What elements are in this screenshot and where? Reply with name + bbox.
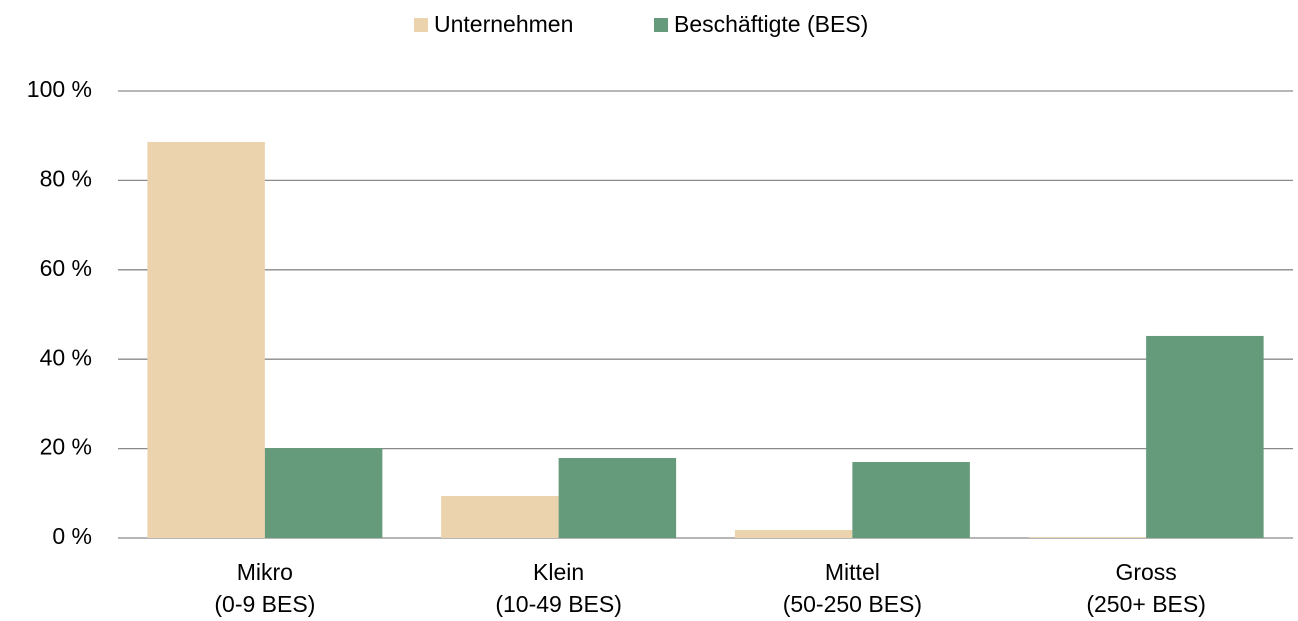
bar (264, 448, 383, 538)
bar (1028, 537, 1147, 538)
legend-swatch (654, 18, 668, 32)
y-tick-label: 60 % (40, 255, 92, 281)
x-tick-label-line: (50-250 BES) (783, 591, 922, 617)
x-tick-label-line: (0-9 BES) (214, 591, 315, 617)
x-tick-label-line: (10-49 BES) (495, 591, 622, 617)
y-tick-label: 0 % (52, 523, 92, 549)
x-tick-label: Mikro (0-9 BES) (214, 559, 315, 617)
x-tick-label-line: (250+ BES) (1086, 591, 1206, 617)
bar (852, 462, 970, 538)
y-tick-label: 40 % (40, 344, 92, 370)
x-tick-label-line: Klein (533, 559, 584, 585)
legend-swatch (414, 18, 428, 32)
y-tick-label: 20 % (40, 434, 92, 460)
x-tick-label: Klein (10-49 BES) (495, 559, 622, 617)
x-tick-label-line: Mikro (237, 559, 293, 585)
bar (558, 457, 677, 538)
bar (147, 141, 265, 538)
y-tick-label: 100 % (27, 76, 92, 102)
legend-label: Beschäftigte (BES) (674, 11, 868, 37)
x-tick-label-line: Gross (1115, 559, 1176, 585)
bar (734, 529, 853, 538)
x-tick-label: Gross (250+ BES) (1086, 559, 1206, 617)
y-tick-label: 80 % (40, 165, 92, 191)
bar (1146, 335, 1264, 538)
legend-label: Unternehmen (434, 11, 573, 37)
x-tick-label-line: Mittel (825, 559, 880, 585)
x-tick-label: Mittel (50-250 BES) (783, 559, 922, 617)
bar (441, 495, 559, 538)
